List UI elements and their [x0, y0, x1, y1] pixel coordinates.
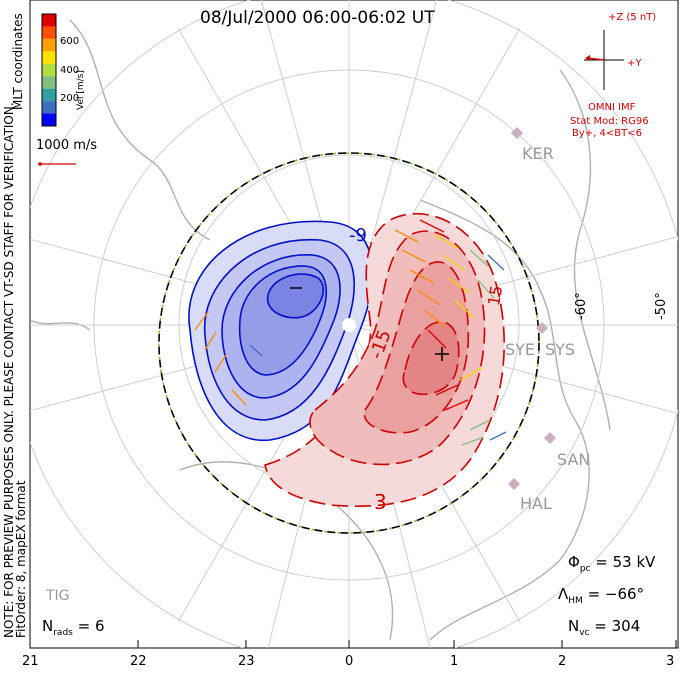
station-label-ker: KER [522, 144, 554, 163]
mlt-tick-1: 1 [450, 654, 459, 669]
mlt-tick-23: 23 [238, 654, 255, 669]
hm-boundary-stat: ΛHM = −66° [558, 585, 645, 606]
contour-label-neg9: -9 [349, 225, 367, 246]
cpcp-stat: Φpc = 53 kV [568, 553, 656, 574]
colorbar-segment [42, 101, 56, 114]
negative-potential-cell [188, 220, 374, 441]
imf-condition-label: By+, 4<BT<6 [572, 128, 642, 139]
lat-label-50: -50° [654, 292, 669, 320]
station-label-sys: SYS [545, 340, 576, 359]
nvc-stat: Nvc = 304 [568, 617, 641, 638]
station-label-hal: HAL [520, 494, 552, 513]
imf-y-label: +Y [627, 58, 642, 69]
fit-order-note: FitOrder: 8, mapEX format [14, 480, 28, 638]
station-label-sye: SYE [505, 340, 536, 359]
vector-scale-label: 1000 m/s [36, 138, 98, 153]
mlt-tick-22: 22 [130, 654, 147, 669]
positive-potential-cell [264, 212, 505, 507]
stat-model-label: Stat Mod: RG96 [570, 116, 649, 127]
colorbar-segment [42, 76, 56, 89]
mlt-tick-0: 0 [345, 654, 354, 669]
lat-label-60: -60° [574, 292, 589, 320]
velocity-vectors [194, 219, 507, 446]
station-markers [508, 127, 556, 490]
coastlines [30, 19, 611, 641]
mlt-tick-2: 2 [558, 654, 567, 669]
colorbar-tick-400: 400 [60, 65, 80, 76]
imf-source-label: OMNI IMF [588, 102, 636, 113]
pole-marker [342, 318, 356, 332]
imf-z-label: +Z (5 nT) [608, 12, 657, 23]
contour-label-3: 3 [374, 490, 387, 514]
colorbar-segment [42, 26, 56, 39]
plot-title: 08/Jul/2000 06:00-06:02 UT [200, 8, 435, 28]
colorbar-tick-200: 200 [60, 93, 80, 104]
station-label-san: SAN [557, 450, 591, 469]
colorbar-segment [42, 51, 56, 64]
mlt-axis-ticks [29, 640, 677, 648]
mlt-tick-21: 21 [22, 654, 39, 669]
colorbar-frame [41, 13, 57, 127]
colorbar-segment [42, 63, 56, 77]
colorbar-segment [42, 38, 56, 52]
mlt-tick-3: 3 [666, 654, 675, 669]
nrads-stat: Nrads = 6 [42, 617, 105, 638]
colorbar-label: Vel [m/s] [76, 70, 86, 110]
station-label-tig: TIG [46, 588, 70, 604]
colorbar-segment [42, 14, 56, 27]
hm-boundary-green [158, 152, 540, 534]
colorbar-tick-600: 600 [60, 36, 80, 47]
scale-vector [38, 162, 76, 166]
mlt-coordinates-note: MLT coordinates [11, 13, 25, 110]
colorbar-segment [42, 88, 56, 102]
contour-label-15: 15 [484, 283, 507, 308]
imf-clock [584, 30, 624, 90]
colorbar [41, 13, 57, 127]
colorbar-segment [42, 113, 56, 126]
